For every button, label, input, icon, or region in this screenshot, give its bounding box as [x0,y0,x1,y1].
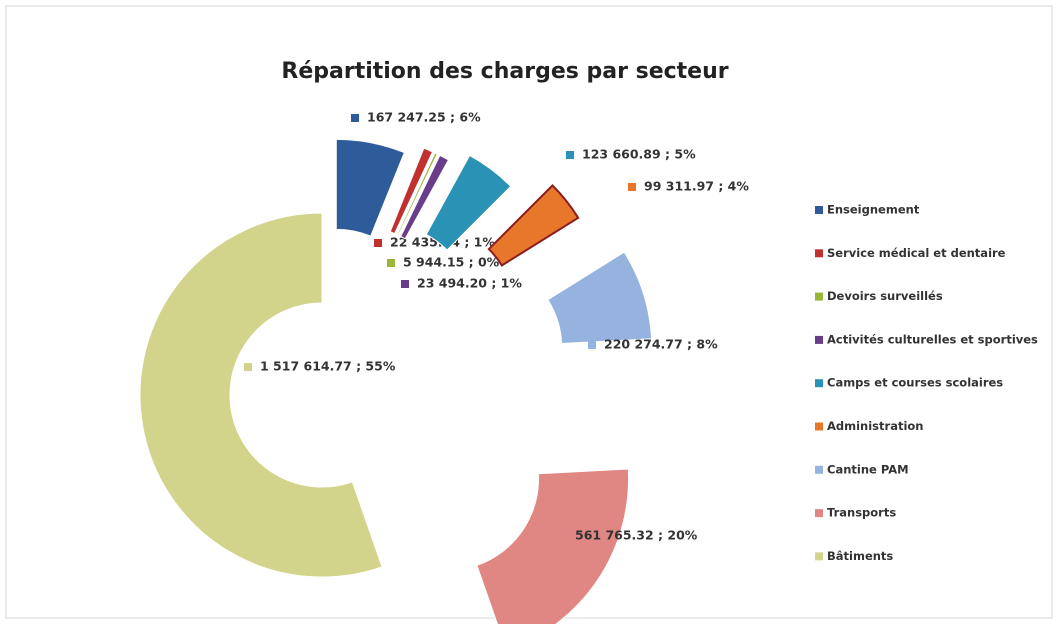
legend-swatch [815,206,823,214]
chart-title: Répartition des charges par secteur [281,59,728,84]
donut-slice [389,147,434,235]
data-label: 123 660.89 ; 5% [582,147,696,162]
legend-swatch [815,249,823,258]
data-label: 1 517 614.77 ; 55% [260,359,396,374]
data-label: 99 311.97 ; 4% [644,179,749,194]
donut-slice [547,251,653,345]
donut-slice [396,152,438,236]
legend-label: Devoirs surveillés [827,289,943,303]
donut-slice [487,184,580,267]
donut-slice [335,138,405,237]
data-label: 167 247.25 ; 6% [367,110,481,125]
legend-label: Transports [827,506,896,520]
legend-swatch [815,292,823,301]
legend-swatch [815,552,823,561]
data-label: 5 944.15 ; 0% [403,255,500,270]
label-swatch [566,151,574,159]
legend-swatch [815,335,823,344]
legend-label: Bâtiments [827,549,893,563]
legend-swatch [815,465,823,474]
donut-slice [400,154,450,240]
data-label: 23 494.20 ; 1% [417,276,522,291]
label-swatch [374,239,382,247]
legend-label: Service médical et dentaire [827,246,1006,260]
label-swatch [244,363,252,371]
donut-slice [476,468,630,624]
label-swatch [559,532,567,540]
label-swatch [588,341,596,349]
label-swatch [351,114,359,122]
legend-swatch [815,379,823,388]
legend-label: Cantine PAM [827,462,909,476]
label-swatch [401,280,409,288]
label-swatch [387,259,395,267]
data-label: 561 765.32 ; 20% [575,528,698,543]
donut-slice [425,154,512,251]
label-swatch [628,183,636,191]
legend-label: Camps et courses scolaires [827,376,1003,390]
legend-swatch [815,422,823,431]
donut-slice [139,212,383,578]
legend-label: Activités culturelles et sportives [827,332,1038,346]
legend-label: Enseignement [827,203,920,217]
data-label: 220 274.77 ; 8% [604,337,718,352]
legend-label: Administration [827,419,924,433]
legend-swatch [815,509,823,518]
